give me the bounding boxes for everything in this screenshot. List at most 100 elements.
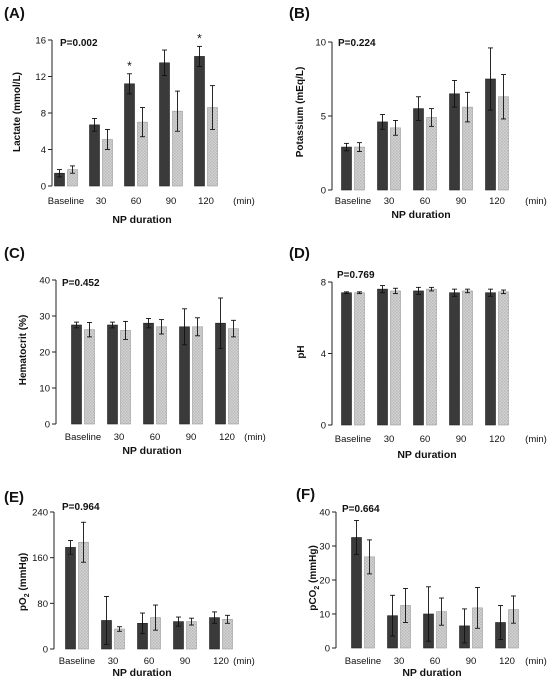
y-tick-label: 240 [32,508,48,519]
bar-control [413,290,424,426]
x-axis-title: NP duration [112,214,171,226]
bar-control [194,56,205,187]
x-tick-label: 120 [219,432,235,443]
bar-treatment [390,290,401,426]
panel-letter: (D) [289,245,310,262]
y-tick-label: 0 [321,186,326,197]
x-tick-label: 120 [499,656,515,667]
x-tick-label: 90 [166,196,177,207]
y-label-main: pCO [308,589,319,610]
p-value-label: P=0.002 [60,38,98,49]
panel-e: (E) P=0.964 pO2 (mmHg) NP duration (min)… [4,489,255,679]
y-tick-label: 30 [39,312,50,323]
bar-treatment [84,329,95,425]
bar-control [377,288,388,426]
x-tick-label: 30 [96,196,107,207]
x-axis-title: NP duration [397,449,456,461]
bar-treatment [222,619,233,650]
y-label-main: pO [18,597,29,611]
x-axis-title: NP duration [112,667,171,679]
x-axis-title: NP duration [122,445,181,457]
bar-control [449,93,460,191]
bar-treatment [114,628,125,650]
bar-treatment [186,621,197,650]
x-tick-label: 30 [384,196,395,207]
bar-treatment [426,117,437,191]
bar-treatment [156,326,167,425]
panel-a: (A) P=0.002 Lactate (mmol/L) NP duration… [4,5,255,226]
y-tick-label: 10 [315,38,326,49]
bar-control [107,324,118,425]
x-tick-label: 90 [466,656,477,667]
y-tick-label: 0 [45,420,50,431]
x-tick-label: 30 [384,434,395,445]
y-tick-label: 0 [325,644,330,655]
y-tick-label: 16 [35,36,46,47]
x-unit-label: (min) [244,432,266,443]
bar-treatment [462,290,473,426]
x-tick-label: Baseline [65,432,101,443]
x-tick-label: Baseline [335,196,371,207]
y-axis-label: Hematocrit (%) [18,315,29,386]
bar-control [449,292,460,426]
y-label-tail: (mmHg) [18,553,29,594]
y-axis-label: pCO2 (mmHg) [308,545,321,611]
p-value-label: P=0.769 [337,270,375,281]
x-axis-title: NP duration [391,209,450,221]
y-tick-label: 0 [43,645,48,656]
y-label-subscript: 2 [314,586,321,590]
panel-letter: (A) [4,5,25,22]
bar-treatment [354,292,365,426]
y-tick-label: 4 [321,349,326,360]
panel-letter: (B) [289,5,310,22]
x-tick-label: 30 [114,432,125,443]
x-tick-label: 90 [180,656,191,667]
bar-control [65,547,76,650]
x-tick-label: 60 [420,434,431,445]
y-tick-label: 30 [319,542,330,553]
x-tick-label: 120 [213,656,229,667]
y-tick-label: 10 [319,610,330,621]
x-unit-label: (min) [525,196,547,207]
bar-treatment [192,326,203,425]
y-tick-label: 20 [319,576,330,587]
bar-control [377,121,388,191]
bar-treatment [426,288,437,426]
p-value-label: P=0.664 [342,504,380,515]
y-tick-label: 160 [32,553,48,564]
y-axis-label: Lactate (mmol/L) [12,72,23,152]
y-tick-label: 40 [319,508,330,519]
x-tick-label: 120 [489,434,505,445]
bar-control [159,62,170,187]
bar-treatment [228,328,239,425]
x-unit-label: (min) [525,434,547,445]
panel-letter: (F) [296,486,315,503]
x-tick-label: 90 [186,432,197,443]
panel-b: (B) P=0.224 Potassium (mEq/L) NP duratio… [289,5,547,221]
p-value-label: P=0.224 [338,38,376,49]
y-tick-label: 0 [321,421,326,432]
bar-control [341,146,352,191]
bar-control [124,83,135,187]
x-tick-label: Baseline [59,656,95,667]
p-value-label: P=0.964 [62,502,100,513]
x-unit-label: (min) [233,196,255,207]
y-label-tail: (mmHg) [308,545,319,586]
y-tick-label: 20 [39,348,50,359]
bar-treatment [498,291,509,426]
x-tick-label: 60 [131,196,142,207]
bar-control [143,322,154,425]
bar-treatment [354,146,365,191]
y-tick-label: 40 [39,276,50,287]
y-label-subscript: 2 [24,593,31,597]
x-tick-label: 30 [108,656,119,667]
x-tick-label: 90 [456,434,467,445]
x-tick-label: 30 [394,656,405,667]
bar-treatment [390,127,401,191]
panel-f: (F) P=0.664 pCO2 (mmHg) NP duration (min… [296,486,547,679]
y-axis-label: pH [296,345,307,358]
x-tick-label: 60 [430,656,441,667]
y-tick-label: 8 [41,109,46,120]
panel-c: (C) P=0.452 Hematocrit (%) NP duration (… [4,245,266,457]
